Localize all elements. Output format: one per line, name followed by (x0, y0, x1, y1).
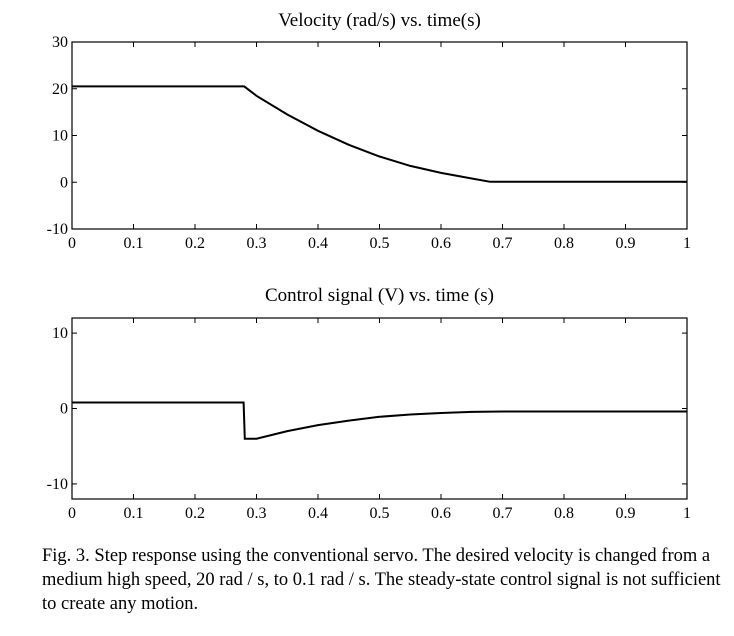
control-x-tick-label: 0 (68, 505, 76, 522)
control-x-tick-label: 0.6 (431, 505, 451, 522)
control-signal-chart: Control signal (V) vs. time (s) 0 0.1 0.2 0.… (47, 285, 691, 522)
control-chart-title: Control signal (V) vs. time (s) (265, 285, 494, 306)
control-x-tick-label: 0.2 (185, 505, 205, 522)
velocity-x-tick-label: 0.7 (493, 235, 513, 252)
control-x-tick-label: 1 (683, 505, 691, 522)
velocity-x-tick-label: 0.2 (185, 235, 205, 252)
velocity-x-tick-label: 0.8 (554, 235, 574, 252)
control-y-tick-label: -10 (47, 476, 68, 493)
velocity-y-tick-label: 10 (52, 128, 68, 145)
velocity-x-tick-label: 0.6 (431, 235, 451, 252)
velocity-y-tick-label: -10 (47, 221, 68, 238)
velocity-x-tick-label: 0 (68, 235, 76, 252)
control-x-tick-label: 0.3 (247, 505, 267, 522)
velocity-chart-title: Velocity (rad/s) vs. time(s) (278, 10, 481, 31)
velocity-x-tick-label: 0.5 (370, 235, 390, 252)
velocity-x-tick-label: 0.9 (616, 235, 636, 252)
velocity-y-tick-label: 30 (52, 34, 68, 51)
control-y-tick-label: 10 (52, 325, 68, 342)
control-x-tick-label: 0.9 (616, 505, 636, 522)
velocity-x-tick-label: 1 (683, 235, 691, 252)
velocity-y-tick-label: 0 (60, 174, 68, 191)
velocity-y-tick-label: 20 (52, 81, 68, 98)
control-y-tick-label: 0 (60, 401, 68, 418)
control-x-tick-label: 0.4 (308, 505, 328, 522)
control-x-tick-label: 0.7 (493, 505, 513, 522)
figure-canvas: Velocity (rad/s) vs. time(s) 0 0.1 0.2 0.3 0.… (47, 10, 691, 522)
control-series-line (72, 401, 687, 440)
velocity-x-tick-label: 0.1 (124, 235, 144, 252)
velocity-plot-frame (71, 41, 688, 230)
figure-caption: Fig. 3. Step response using the conventi… (42, 546, 721, 614)
control-x-tick-label: 0.8 (554, 505, 574, 522)
control-x-tick-label: 0.1 (124, 505, 144, 522)
velocity-x-tick-label: 0.4 (308, 235, 328, 252)
velocity-chart: Velocity (rad/s) vs. time(s) 0 0.1 0.2 0.3 0.… (47, 10, 691, 252)
velocity-series-line (72, 85, 687, 183)
control-plot-frame (71, 317, 688, 500)
velocity-x-tick-label: 0.3 (247, 235, 267, 252)
control-x-tick-label: 0.5 (370, 505, 390, 522)
